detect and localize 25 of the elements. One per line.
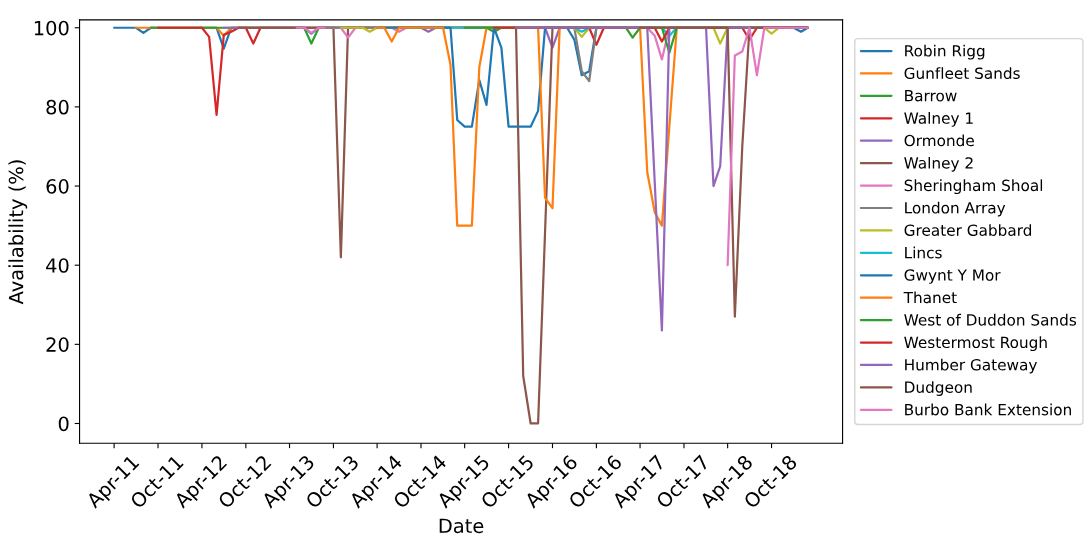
legend-label: Walney 2 (904, 156, 973, 172)
y-tick-label: 0 (58, 416, 69, 432)
legend-label: Ormonde (904, 134, 974, 147)
legend-label: Walney 1 (904, 112, 973, 127)
y-tick-label: 80 (46, 99, 69, 115)
legend-label: Gunfleet Sands (904, 67, 1020, 80)
legend-label: Gwynt Y Mor (904, 269, 1001, 284)
legend-label: Humber Gateway (905, 358, 1037, 374)
legend-label: London Array (905, 201, 1006, 217)
y-tick-label: 60 (46, 179, 69, 194)
legend-label: Thanet (903, 291, 957, 304)
x-axis-title: Date (439, 518, 484, 534)
y-tick-label: 100 (34, 20, 69, 36)
legend-label: Burbo Bank Extension (905, 403, 1071, 416)
y-tick-label: 40 (46, 258, 69, 273)
legend-label: Sheringham Shoal (904, 179, 1043, 195)
legend-label: Dudgeon (905, 381, 972, 396)
legend-label: West of Duddon Sands (904, 313, 1077, 326)
legend-label: Robin Rigg (905, 44, 985, 60)
legend-label: Westermost Rough (904, 336, 1047, 352)
y-axis-title: Availability (%) (8, 160, 28, 305)
legend-label: Lincs (905, 246, 942, 259)
y-tick-label: 20 (46, 337, 69, 352)
legend-label: Barrow (905, 90, 957, 102)
legend-label: Greater Gabbard (904, 224, 1032, 236)
